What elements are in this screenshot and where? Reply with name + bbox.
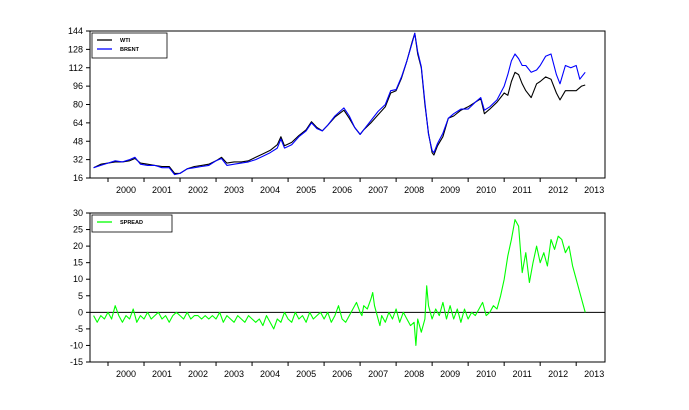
legend-box [91,32,168,59]
x-tick-label: 2003 [224,185,244,195]
x-tick-label: 2008 [404,369,424,379]
legend-label-spread: SPREAD [120,220,143,226]
y-tick-label: 5 [78,291,83,301]
x-tick-label: 2009 [440,185,460,195]
x-tick-label: 2007 [368,369,388,379]
series-line-wti [93,32,586,174]
chart-panel-2: -15 -10 -5 0 5 10 15 20 25 30 2000 2001 2002 2003 2004… [70,208,606,379]
legend-label-wti: WTI [120,38,131,44]
y-tick-label: 48 [73,136,83,146]
y-tick-label: 64 [73,118,83,128]
x-tick-label: 2004 [260,369,280,379]
y-tick-label: 15 [73,258,83,268]
y-tick-label: 80 [73,100,83,110]
x-tick-label: 2010 [476,369,496,379]
x-tick-label: 2007 [368,185,388,195]
x-tick-label: 2003 [224,369,244,379]
x-tick-label: 2013 [584,185,604,195]
x-tick-label: 2006 [332,185,352,195]
y-tick-label: -15 [70,357,83,367]
y-tick-label: 16 [73,173,83,183]
x-tick-label: 2012 [548,185,568,195]
y-tick-label: -5 [75,324,83,334]
x-tick-label: 2001 [152,369,172,379]
y-tick-label: 144 [68,26,83,36]
y-tick-label: 20 [73,241,83,251]
legend-box [91,214,173,233]
x-tick-label: 2001 [152,185,172,195]
x-tick-label: 2010 [476,185,496,195]
y-tick-label: 32 [73,155,83,165]
x-tick-label: 2000 [116,185,136,195]
x-tick-label: 2005 [296,369,316,379]
x-tick-label: 2008 [404,185,424,195]
x-tick-label: 2000 [116,369,136,379]
series-line-spread [93,219,586,346]
x-tick-label: 2006 [332,369,352,379]
x-tick-label: 2002 [188,185,208,195]
x-tick-label: 2009 [440,369,460,379]
x-tick-label: 2002 [188,369,208,379]
plot-frame [89,212,606,363]
y-tick-label: 25 [73,225,83,235]
y-tick-label: 128 [68,44,83,54]
y-tick-label: 30 [73,208,83,218]
y-tick-label: 10 [73,274,83,284]
y-tick-label: -10 [70,340,83,350]
x-tick-label: 2012 [548,369,568,379]
chart-panel-1: 16 32 48 64 80 96 112 128 144 2000 2001 2002 2003 200… [68,26,606,195]
x-tick-label: 2005 [296,185,316,195]
x-tick-label: 2011 [512,185,531,195]
x-tick-label: 2011 [512,369,531,379]
series-line-brent [93,32,586,176]
y-tick-label: 112 [69,63,83,73]
x-tick-label: 2004 [260,185,280,195]
x-tick-label: 2013 [584,369,604,379]
y-tick-label: 0 [78,307,83,317]
y-tick-label: 96 [73,81,83,91]
legend-label-brent: BRENT [120,47,140,53]
